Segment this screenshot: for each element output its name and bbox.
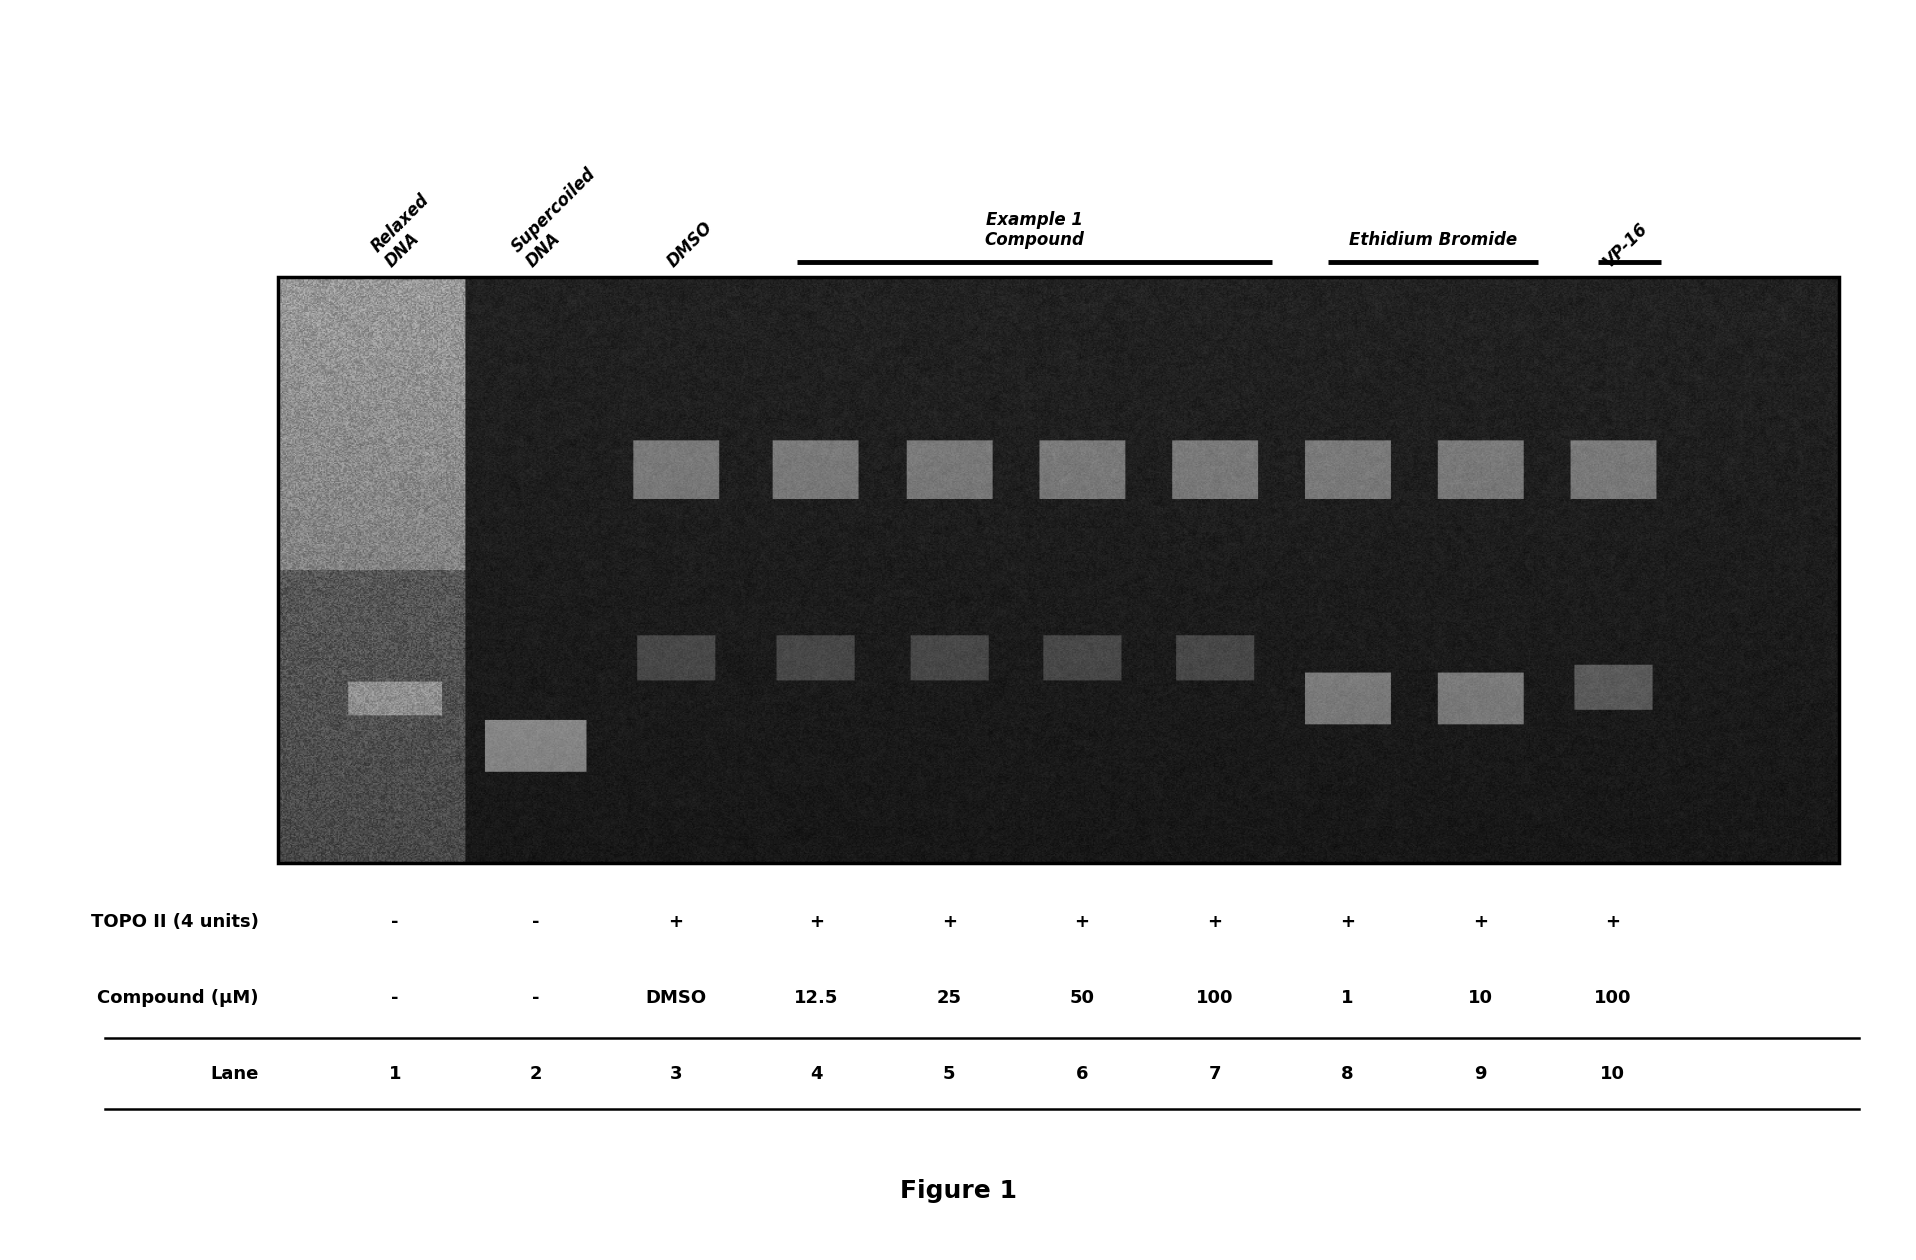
Text: Supercoiled
DNA: Supercoiled DNA — [508, 165, 613, 271]
Text: Relaxed
DNA: Relaxed DNA — [368, 192, 446, 271]
Text: -: - — [391, 914, 399, 931]
Text: 10: 10 — [1600, 1065, 1625, 1082]
Text: DMSO: DMSO — [663, 218, 717, 271]
Text: 8: 8 — [1341, 1065, 1355, 1082]
Text: 1: 1 — [1341, 989, 1355, 1007]
Text: DMSO: DMSO — [646, 989, 707, 1007]
Text: 100: 100 — [1594, 989, 1632, 1007]
Text: 10: 10 — [1468, 989, 1493, 1007]
Text: TOPO II (4 units): TOPO II (4 units) — [90, 914, 259, 931]
Text: +: + — [1473, 914, 1487, 931]
Text: 5: 5 — [943, 1065, 956, 1082]
Text: 2: 2 — [529, 1065, 542, 1082]
Text: 9: 9 — [1473, 1065, 1487, 1082]
Text: 4: 4 — [810, 1065, 822, 1082]
Text: 6: 6 — [1075, 1065, 1088, 1082]
Text: Ethidium Bromide: Ethidium Bromide — [1349, 232, 1517, 249]
Text: +: + — [1339, 914, 1355, 931]
Text: -: - — [391, 989, 399, 1007]
Text: 100: 100 — [1196, 989, 1234, 1007]
Text: 50: 50 — [1069, 989, 1094, 1007]
Text: Compound (μM): Compound (μM) — [98, 989, 259, 1007]
Text: Example 1
Compound: Example 1 Compound — [985, 210, 1084, 249]
Text: 3: 3 — [671, 1065, 682, 1082]
Text: +: + — [1207, 914, 1222, 931]
Text: Figure 1: Figure 1 — [899, 1178, 1017, 1203]
Text: +: + — [1606, 914, 1621, 931]
Text: Lane: Lane — [211, 1065, 259, 1082]
Text: 25: 25 — [937, 989, 962, 1007]
Text: 12.5: 12.5 — [795, 989, 839, 1007]
Bar — [278, 277, 1839, 863]
Text: 7: 7 — [1209, 1065, 1220, 1082]
Text: -: - — [533, 989, 538, 1007]
Text: +: + — [669, 914, 684, 931]
Text: +: + — [809, 914, 824, 931]
Text: +: + — [1075, 914, 1090, 931]
Text: 1: 1 — [389, 1065, 400, 1082]
Text: VP-16: VP-16 — [1600, 219, 1652, 271]
Text: -: - — [533, 914, 538, 931]
Text: +: + — [943, 914, 956, 931]
